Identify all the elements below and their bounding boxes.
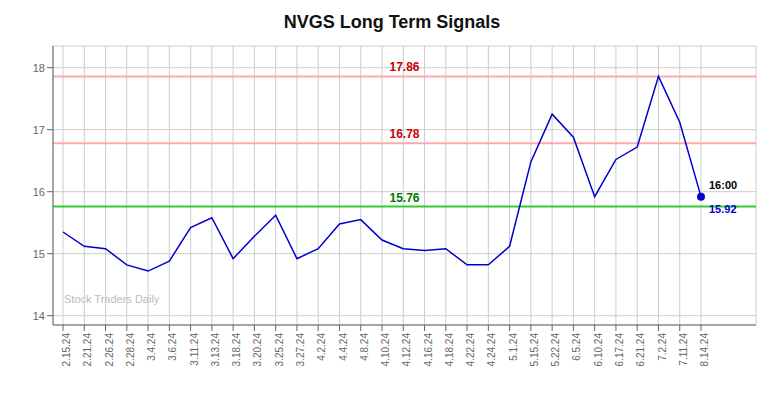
svg-text:7.11.24: 7.11.24 xyxy=(678,333,689,366)
svg-text:14: 14 xyxy=(33,310,45,322)
svg-text:3.25.24: 3.25.24 xyxy=(274,333,285,367)
svg-text:4.8.24: 4.8.24 xyxy=(359,333,370,361)
html-text:Stock Traders Daily: Stock Traders Daily xyxy=(64,293,160,305)
svg-text:4.22.24: 4.22.24 xyxy=(465,333,476,367)
svg-text:5.1.24: 5.1.24 xyxy=(508,333,519,361)
svg-text:3.6.24: 3.6.24 xyxy=(167,333,178,361)
svg-text:15: 15 xyxy=(33,248,45,260)
svg-text:4.2.24: 4.2.24 xyxy=(316,333,327,361)
svg-text:3.18.24: 3.18.24 xyxy=(231,333,242,367)
svg-text:16: 16 xyxy=(33,186,45,198)
svg-text:4.16.24: 4.16.24 xyxy=(423,333,434,367)
svg-text:6.21.24: 6.21.24 xyxy=(635,333,646,367)
svg-text:3.27.24: 3.27.24 xyxy=(295,333,306,367)
svg-text:15.92: 15.92 xyxy=(709,203,737,215)
svg-text:2.28.24: 2.28.24 xyxy=(125,333,136,367)
svg-text:4.24.24: 4.24.24 xyxy=(486,333,497,367)
svg-text:6.17.24: 6.17.24 xyxy=(614,333,625,367)
svg-text:17: 17 xyxy=(33,124,45,136)
svg-text:4.10.24: 4.10.24 xyxy=(380,333,391,367)
svg-text:16.78: 16.78 xyxy=(389,127,419,141)
svg-text:17.86: 17.86 xyxy=(389,60,419,74)
svg-text:3.20.24: 3.20.24 xyxy=(253,333,264,367)
svg-text:15.76: 15.76 xyxy=(389,191,419,205)
svg-text:2.26.24: 2.26.24 xyxy=(104,333,115,367)
svg-text:8.14.24: 8.14.24 xyxy=(699,333,710,367)
svg-text:3.13.24: 3.13.24 xyxy=(210,333,221,367)
svg-text:5.22.24: 5.22.24 xyxy=(550,333,561,367)
svg-text:2.21.24: 2.21.24 xyxy=(82,333,93,367)
svg-text:3.11.24: 3.11.24 xyxy=(189,333,200,366)
svg-text:7.2.24: 7.2.24 xyxy=(657,333,668,361)
svg-text:6.10.24: 6.10.24 xyxy=(593,333,604,367)
svg-text:16:00: 16:00 xyxy=(709,179,737,191)
svg-text:2.15.24: 2.15.24 xyxy=(61,333,72,367)
html-text:NVGS Long Term Signals: NVGS Long Term Signals xyxy=(283,12,501,32)
svg-text:4.4.24: 4.4.24 xyxy=(338,333,349,361)
svg-text:3.4.24: 3.4.24 xyxy=(146,333,157,361)
svg-text:6.5.24: 6.5.24 xyxy=(572,333,583,361)
svg-text:5.15.24: 5.15.24 xyxy=(529,333,540,367)
svg-text:18: 18 xyxy=(33,62,45,74)
svg-text:4.18.24: 4.18.24 xyxy=(444,333,455,367)
svg-text:4.12.24: 4.12.24 xyxy=(401,333,412,367)
